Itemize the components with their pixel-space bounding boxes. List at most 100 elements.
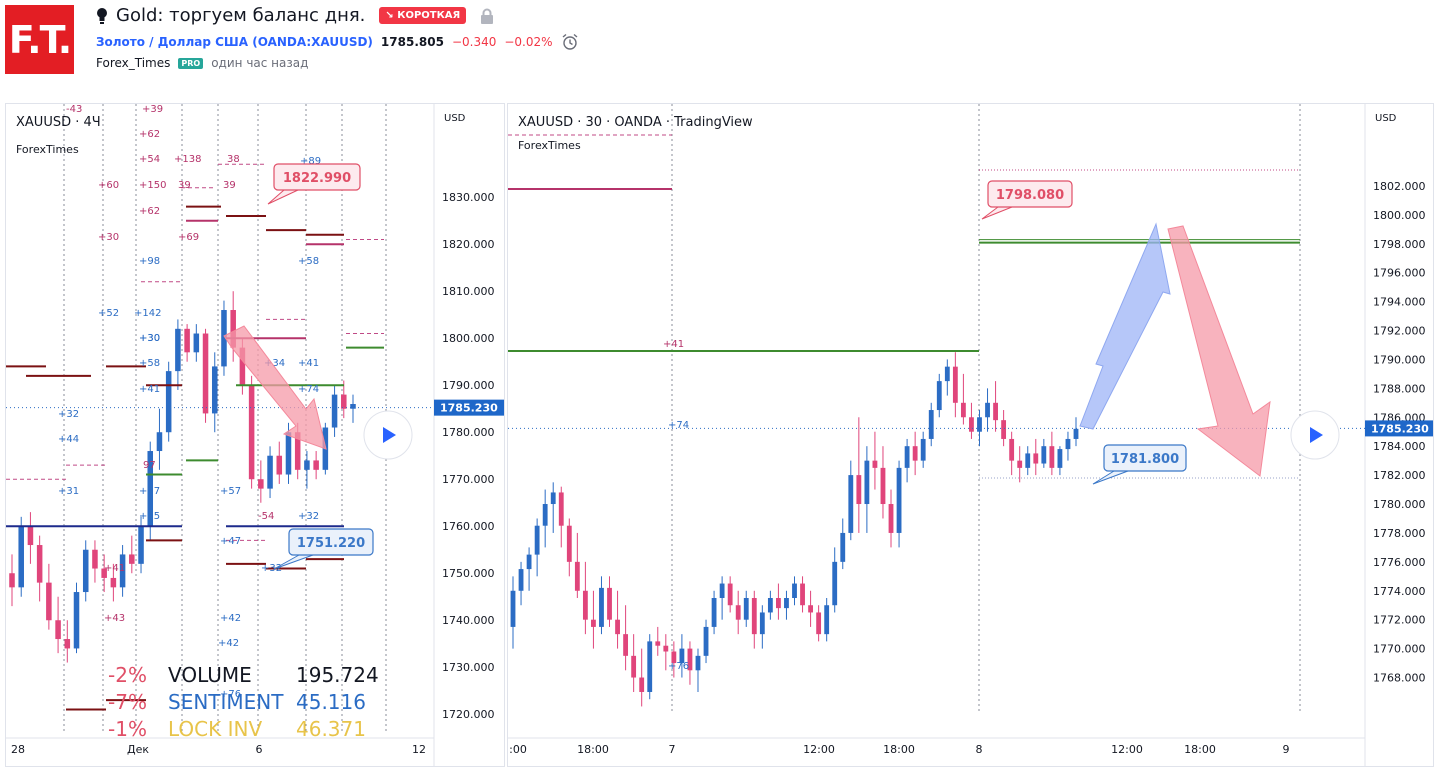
price-callout-label: 1822.990 [283, 171, 351, 186]
y-tick-label: 1720.000 [442, 708, 495, 721]
indicator-level-label: +31 [58, 486, 79, 497]
symbol-row: Золото / Доллар США (OANDA:XAUUSD) 1785.… [96, 33, 579, 51]
indicator-level-label: +41 [663, 339, 684, 350]
candle-body [928, 410, 934, 439]
y-tick-label: 1776.000 [1373, 556, 1426, 569]
x-tick-label: 6 [256, 743, 263, 756]
x-tick-label: 8 [976, 743, 983, 756]
candle-body [896, 467, 902, 533]
candle-body [816, 612, 822, 635]
author-row: Forex_Times PRO один час назад [96, 56, 308, 70]
candle-body [840, 532, 846, 562]
candle-body [165, 371, 172, 433]
candle-body [82, 549, 89, 593]
candle-body [663, 645, 669, 652]
candle-body [294, 432, 301, 470]
candle-body [711, 598, 717, 627]
alarm-clock-icon[interactable] [561, 33, 579, 51]
x-tick-label: 18:00 [577, 743, 609, 756]
publish-time: один час назад [211, 56, 309, 70]
y-tick-label: 1798.000 [1373, 238, 1426, 251]
indicator-level-label: +32 [58, 409, 79, 420]
candle-body [615, 619, 620, 635]
y-tick-label: 1802.000 [1373, 180, 1426, 193]
candle-body [1057, 449, 1063, 468]
last-price-tag [434, 399, 504, 416]
candle-body [64, 639, 71, 649]
indicator-level-label: +98 [139, 256, 160, 267]
indicator-level-label: +47 [220, 536, 241, 547]
symbol-link[interactable]: Золото / Доллар США (OANDA:XAUUSD) [96, 35, 373, 49]
candle-body [304, 460, 310, 470]
projection-arrow-up [1079, 222, 1171, 430]
candle-body [92, 549, 98, 569]
indicator-level-label: +30 [139, 333, 160, 344]
candle-body [341, 394, 347, 409]
symbol-price: 1785.805 [380, 35, 444, 49]
price-callout-box [273, 163, 361, 191]
candle-body [350, 404, 356, 409]
indicator-level-label: +57 [220, 486, 241, 497]
candle-body [138, 526, 144, 564]
candle-body [1049, 446, 1055, 468]
y-tick-label: 1790.000 [1373, 353, 1426, 366]
volume-panel-label: VOLUME [168, 663, 252, 687]
volume-panel-value: 195.724 [296, 663, 379, 687]
x-tick-label: Дек [127, 743, 149, 756]
indicator-level-label: +58 [139, 358, 160, 369]
lightbulb-icon [97, 7, 107, 24]
candle-body [792, 583, 797, 599]
candle-body [46, 582, 52, 621]
chart-4h-svg[interactable]: USD 1830.000 1820.000 1810.000 1800.000 1790.… [6, 104, 504, 766]
last-price-label: 1785.230 [1371, 422, 1429, 435]
candle-body [985, 402, 990, 418]
candle-body [248, 385, 255, 480]
chart-panel-30m[interactable]: USD 1802.000 1800.000 1798.000 1796.000 1794.… [507, 103, 1434, 767]
candle-body [313, 460, 319, 470]
y-tick-label: 1750.000 [442, 567, 495, 580]
candle-body [156, 432, 163, 452]
y-tick-label: 1770.000 [1373, 643, 1426, 656]
candle-body [880, 467, 886, 505]
chart-30m-svg[interactable]: USD 1802.000 1800.000 1798.000 1796.000 1794.… [508, 104, 1433, 766]
candle-body [1033, 453, 1039, 464]
candle-body [110, 577, 117, 588]
indicator-level-label: 38 [227, 154, 240, 165]
candle-body [175, 328, 181, 372]
volume-panel-pct: -1% [108, 717, 147, 741]
candle-body [960, 402, 966, 418]
candle-body [331, 394, 338, 428]
y-tick-label: 1810.000 [442, 285, 495, 298]
candle-body [582, 590, 588, 620]
candle-body [285, 432, 292, 475]
chart-panel-4h[interactable]: USD 1830.000 1820.000 1810.000 1800.000 1790.… [5, 103, 505, 767]
candle-body [591, 619, 596, 627]
y-tick-label: 1774.000 [1373, 585, 1426, 598]
candle-body [776, 598, 781, 609]
volume-panel-value: 46.371 [296, 717, 366, 741]
x-tick-label: 12 [412, 743, 426, 756]
symbol-change-pct: −0.02% [504, 35, 553, 49]
author-name[interactable]: Forex_Times [96, 56, 171, 70]
candle-body [239, 347, 246, 386]
chart-title: XAUUSD · 30 · OANDA · TradingView [518, 115, 753, 130]
callout-pointer [267, 189, 299, 205]
candle-body [193, 333, 200, 353]
chart-subtitle: ForexTimes [518, 139, 581, 152]
price-callout-box [288, 528, 374, 556]
play-icon [1310, 427, 1323, 443]
y-tick-label: 1830.000 [442, 191, 495, 204]
brand-logo[interactable]: F.T. [5, 5, 74, 74]
indicator-level-label: +30 [98, 232, 119, 243]
callout-pointer [1092, 470, 1129, 485]
candle-body [856, 475, 862, 505]
candle-body [119, 554, 126, 588]
candle-body [824, 605, 830, 635]
candle-body [735, 605, 741, 620]
candle-body [55, 620, 61, 640]
candle-body [1065, 438, 1071, 450]
candle-body [977, 417, 982, 432]
candle-body [912, 446, 918, 461]
candle-body [534, 525, 540, 555]
projection-arrow-down [1167, 225, 1271, 477]
